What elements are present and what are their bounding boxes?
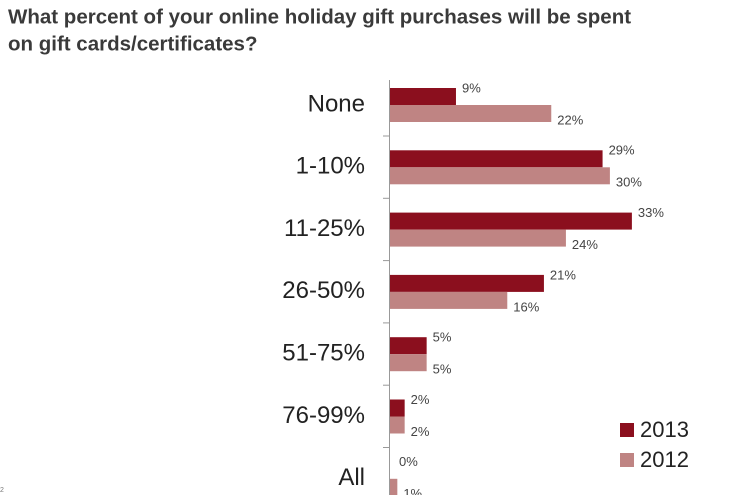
bar xyxy=(390,416,405,434)
chart-title: What percent of your online holiday gift… xyxy=(8,5,631,28)
bar xyxy=(390,229,566,247)
bar xyxy=(390,167,610,185)
value-label: 5% xyxy=(433,362,452,377)
value-label: 33% xyxy=(638,205,664,220)
legend-swatch xyxy=(620,453,634,467)
bar xyxy=(390,399,405,417)
legend-label: 2013 xyxy=(640,417,689,442)
category-label: 11-25% xyxy=(284,215,365,242)
bar xyxy=(390,150,603,168)
bar xyxy=(390,478,398,495)
category-label: 51-75% xyxy=(282,340,365,367)
page-number: 2 xyxy=(0,487,4,494)
value-label: 30% xyxy=(616,175,642,190)
value-label: 22% xyxy=(557,112,583,127)
value-label: 0% xyxy=(399,454,418,469)
value-label: 9% xyxy=(462,80,481,95)
bar xyxy=(390,105,552,122)
value-label: 2% xyxy=(411,424,430,439)
bar xyxy=(390,88,456,105)
category-label: All xyxy=(338,464,365,491)
category-label: 1-10% xyxy=(296,153,365,180)
value-label: 29% xyxy=(609,143,635,158)
chart-title: on gift cards/certificates? xyxy=(8,32,257,55)
value-label: 5% xyxy=(433,330,452,345)
category-label: None xyxy=(308,90,365,117)
category-label: 26-50% xyxy=(282,277,365,304)
bar xyxy=(390,337,427,355)
value-label: 1% xyxy=(403,486,422,495)
value-label: 24% xyxy=(572,237,598,252)
bar xyxy=(390,274,544,292)
legend-label: 2012 xyxy=(640,447,689,472)
bar xyxy=(390,291,508,309)
value-label: 2% xyxy=(411,392,430,407)
bar xyxy=(390,354,427,372)
category-label: 76-99% xyxy=(282,402,365,429)
bar xyxy=(390,212,632,230)
value-label: 21% xyxy=(550,267,576,282)
legend-swatch xyxy=(620,423,634,437)
value-label: 16% xyxy=(513,299,539,314)
